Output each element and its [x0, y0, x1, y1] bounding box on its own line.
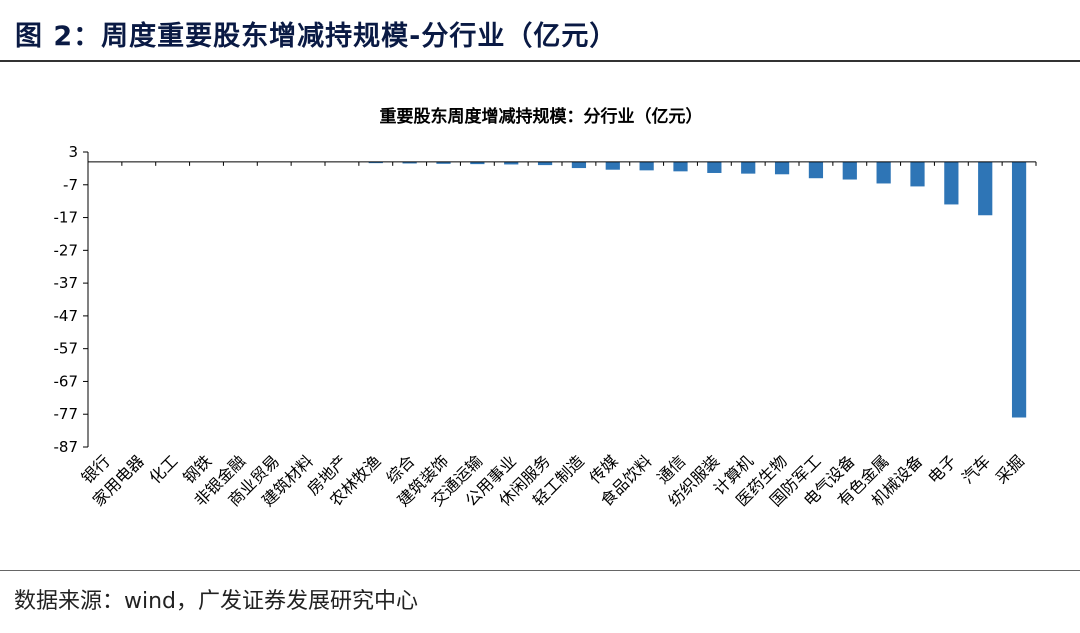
- bar-轻工制造: [571, 161, 587, 169]
- bar-公用事业: [504, 161, 519, 165]
- title-divider: [0, 60, 1080, 62]
- x-tick-label: 化工: [145, 451, 181, 487]
- footer-divider: [0, 570, 1080, 571]
- bar-农林牧渔: [368, 161, 383, 164]
- bar-采掘: [1011, 161, 1027, 418]
- y-tick-label: 3: [68, 143, 78, 161]
- y-tick-label: -47: [54, 307, 79, 325]
- source-note: 数据来源：wind，广发证券发展研究中心: [14, 589, 419, 614]
- y-axis: 3 -7 -17 -27 -37 -47 -57 -67 -77 -87: [54, 143, 89, 456]
- bar-传媒: [605, 161, 620, 170]
- bar-chart: 重要股东周度增减持规模：分行业（亿元） 3 -7 -17 -27 -37 -47 -57 -6…: [54, 106, 1037, 510]
- bar-有色金属: [876, 161, 891, 184]
- bar-医药生物: [774, 161, 790, 175]
- y-tick-label: -77: [54, 405, 79, 423]
- x-tick-labels: 银行家用电器化工钢铁非银金融商业贸易建筑材料房地产农林牧渔综合建筑装饰交通运输公…: [78, 451, 1028, 510]
- bar-电气设备: [842, 161, 857, 180]
- y-tick-label: -57: [54, 340, 79, 358]
- x-tick-label: 电子: [924, 451, 960, 487]
- bar-电子: [944, 161, 959, 205]
- bar-食品饮料: [639, 161, 654, 171]
- bars: [97, 161, 1027, 418]
- bar-综合: [402, 161, 417, 164]
- bar-休闲服务: [537, 161, 553, 166]
- bar-交通运输: [470, 161, 485, 165]
- y-tick-label: -67: [54, 372, 79, 390]
- chart-title: 重要股东周度增减持规模：分行业（亿元）: [380, 106, 703, 127]
- bar-国防军工: [808, 161, 824, 179]
- x-tick-label: 汽车: [958, 451, 994, 487]
- bar-机械设备: [910, 161, 925, 187]
- y-tick-label: -17: [54, 209, 79, 227]
- x-tick-label: 采掘: [992, 451, 1028, 487]
- x-axis: [87, 161, 1037, 166]
- bar-建筑装饰: [436, 161, 451, 164]
- figure-title: 图 2：周度重要股东增减持规模-分行业（亿元）: [15, 21, 618, 52]
- y-tick-label: -7: [63, 176, 78, 194]
- bar-计算机: [741, 161, 756, 174]
- y-tick-label: -87: [54, 438, 79, 456]
- bar-汽车: [978, 161, 993, 216]
- bar-通信: [673, 161, 688, 172]
- y-tick-label: -27: [54, 241, 79, 259]
- bar-纺织服装: [707, 161, 722, 173]
- y-tick-label: -37: [54, 274, 79, 292]
